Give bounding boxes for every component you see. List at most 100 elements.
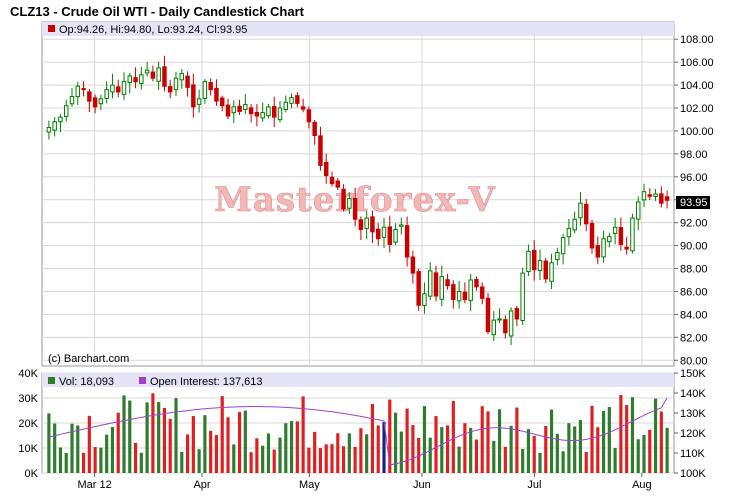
candle-body (127, 75, 133, 84)
volume-bar (232, 444, 236, 473)
volume-bar (168, 418, 172, 473)
candle-body (451, 284, 456, 300)
volume-bar (76, 425, 80, 473)
candle-body (300, 106, 306, 110)
volume-bar (411, 425, 415, 473)
candle-body (503, 319, 508, 334)
candle-body (387, 226, 393, 245)
volume-bar (249, 452, 253, 473)
volume-bar (226, 417, 230, 473)
candle-body (115, 86, 121, 93)
volume-legend-bar (42, 373, 674, 387)
candle-body (254, 111, 260, 117)
volume-bar (457, 446, 461, 473)
volume-bar (64, 452, 68, 473)
volume-bar (503, 446, 507, 473)
candle-body (162, 66, 167, 87)
volume-bar (399, 431, 403, 473)
volume-bar (110, 427, 115, 473)
price-tick-label: 86.00 (680, 286, 708, 298)
price-tick-label: 80.00 (680, 355, 708, 367)
volume-bar (630, 397, 635, 473)
candle-body (150, 71, 156, 79)
candle-body (462, 291, 468, 300)
candle-body (560, 237, 566, 255)
candle-body (156, 67, 161, 82)
volume-bar (237, 412, 242, 473)
candle-body (347, 198, 352, 209)
volume-bar (653, 398, 658, 473)
volume-bar (590, 405, 594, 473)
volume-bar (139, 452, 143, 473)
volume-bar (272, 449, 276, 473)
candle-body (612, 226, 618, 235)
volume-bar (266, 433, 271, 473)
candle-body (58, 116, 63, 123)
volume-bar (486, 411, 490, 473)
volume-bar (318, 448, 323, 473)
candle-body (312, 121, 317, 137)
volume-bar (336, 433, 340, 473)
volume-bar (180, 451, 184, 473)
candle-body (641, 191, 647, 201)
candle-body (578, 202, 583, 219)
candle-body (248, 107, 254, 115)
price-tick-label: 100.00 (680, 126, 714, 138)
candle-body (92, 97, 98, 108)
candle-body (479, 286, 485, 299)
candle-body (468, 279, 473, 302)
volume-bar (261, 445, 265, 473)
volume-bar (382, 422, 386, 473)
volume-bar (313, 431, 317, 473)
volume-bar (480, 406, 484, 473)
candle-body (416, 271, 421, 306)
candle-body (531, 249, 537, 271)
candle-body (231, 106, 237, 114)
candle-body (52, 121, 57, 131)
price-tick-label: 108.00 (680, 34, 714, 46)
candle-body (208, 82, 213, 91)
price-tick-label: 82.00 (680, 332, 708, 344)
oi-tick-label: 110K (680, 448, 706, 460)
volume-bar (116, 412, 120, 473)
volume-bar (607, 407, 611, 473)
volume-bar (58, 447, 63, 473)
date-tick-label: Jun (413, 479, 431, 491)
volume-bar (359, 428, 363, 473)
price-tick-label: 84.00 (680, 309, 708, 321)
candle-body (555, 251, 560, 261)
volume-bar (642, 434, 646, 473)
price-tick-label: 106.00 (680, 57, 714, 69)
price-tick-label: 96.00 (680, 172, 708, 184)
candle-body (647, 194, 653, 197)
volume-bar (93, 447, 97, 473)
price-tick-label: 102.00 (680, 103, 714, 115)
volume-bar (70, 423, 74, 473)
volume-bar (584, 451, 588, 473)
last-price-tag (676, 196, 710, 209)
date-axis: Mar 12 Apr May Jun Jul Aug (77, 473, 652, 491)
volume-tick-label: 0K (25, 468, 39, 480)
open-interest-line (48, 397, 668, 466)
volume-bar (220, 396, 224, 473)
volume-bar (324, 444, 328, 473)
candle-body (98, 98, 104, 105)
candle-body (283, 101, 289, 111)
candle-body (410, 256, 416, 274)
candle-body (104, 89, 109, 99)
volume-bar (174, 398, 178, 473)
volume-bar (191, 416, 195, 473)
volume-bar (555, 433, 559, 473)
volume-bar (133, 442, 138, 473)
price-legend-swatch (48, 25, 55, 32)
candle-body (121, 81, 127, 95)
candle-body (607, 235, 612, 243)
volume-bar (567, 423, 571, 473)
candle-body (202, 81, 208, 99)
volume-bar (613, 447, 617, 473)
volume-bar (278, 437, 282, 473)
volume-bar (497, 409, 502, 473)
oi-tick-label: 130K (680, 408, 706, 420)
candle-body (139, 74, 144, 84)
volume-bar (301, 396, 305, 473)
